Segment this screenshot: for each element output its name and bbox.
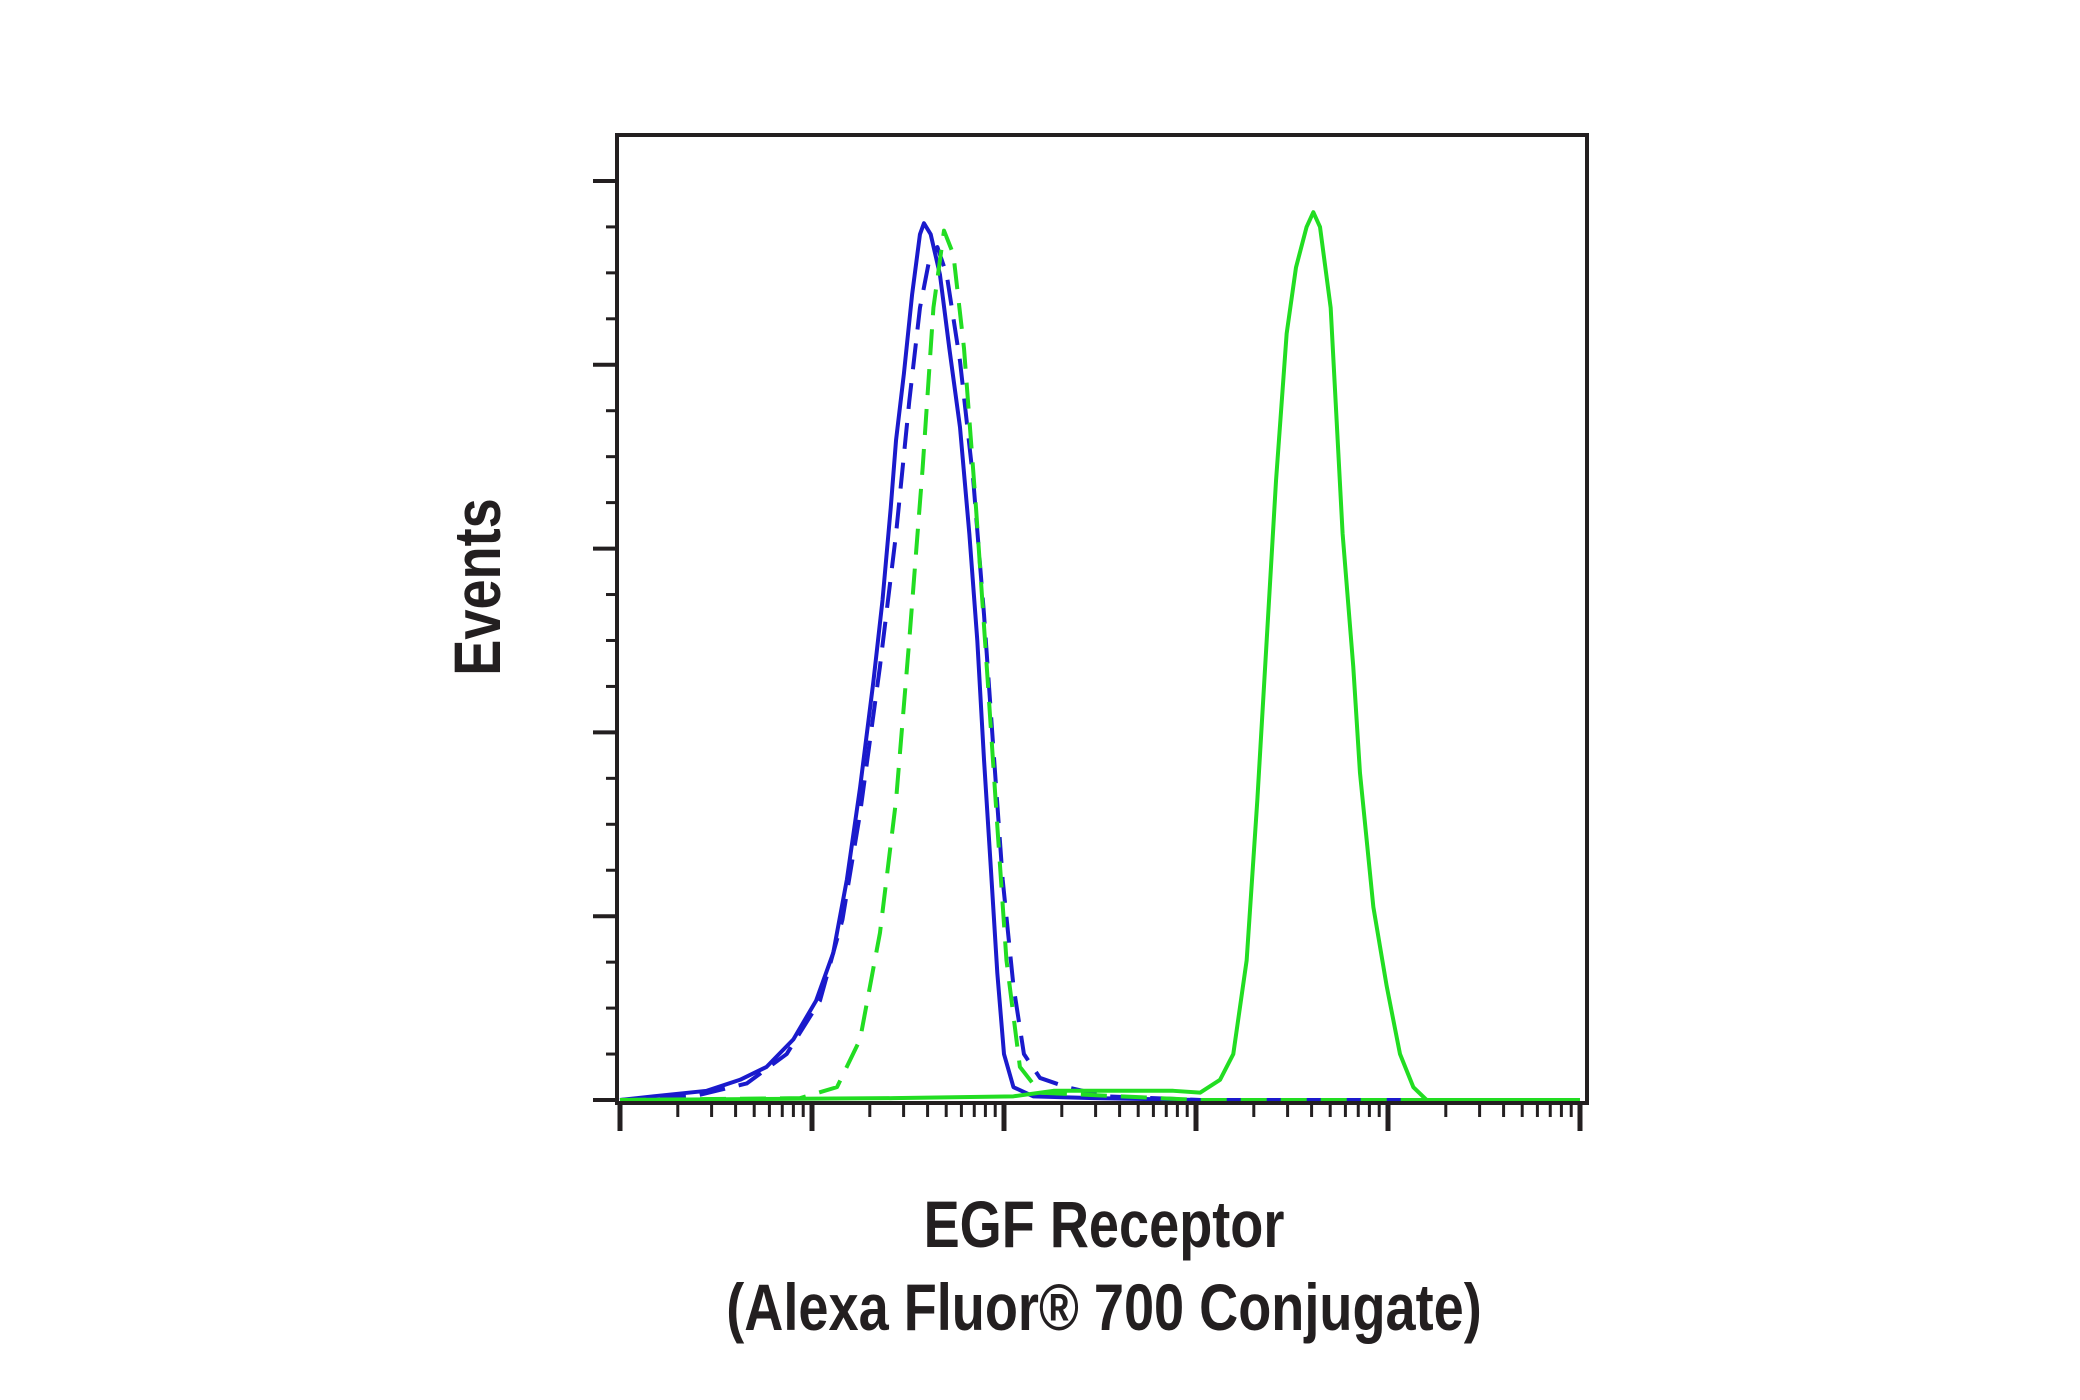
x-axis-label: EGF Receptor bbox=[924, 1187, 1285, 1261]
x-axis-label: (Alexa Fluor® 700 Conjugate) bbox=[726, 1270, 1481, 1344]
histogram-line bbox=[619, 221, 1580, 1102]
histogram-line bbox=[619, 210, 1580, 1102]
histogram-line bbox=[619, 228, 1580, 1102]
histogram-line bbox=[619, 245, 1580, 1102]
y-axis-label: Events bbox=[440, 498, 514, 675]
plot-frame bbox=[615, 133, 1589, 1105]
